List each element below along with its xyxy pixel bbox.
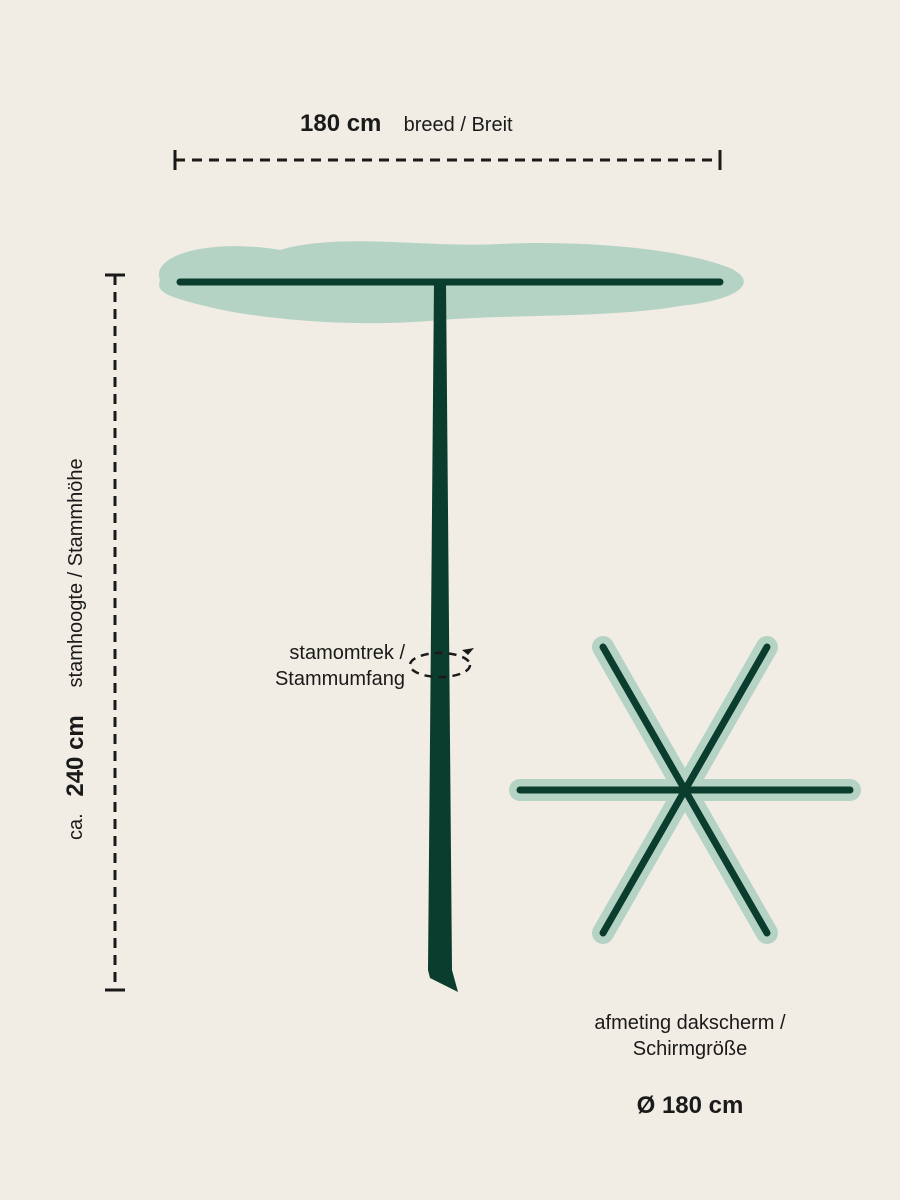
- trunk: [428, 282, 458, 992]
- circumference-line1: stamomtrek /: [289, 642, 405, 664]
- height-value: 240 cm: [62, 715, 89, 796]
- topview-diameter-value: Ø 180 cm: [637, 1092, 744, 1119]
- height-prefix: ca.: [65, 813, 87, 840]
- width-caption: breed / Breit: [404, 114, 513, 136]
- diagram-stage: 180 cm breed / Breit ca. 240 cm stamhoog…: [0, 0, 900, 1200]
- topview-caption: afmeting dakscherm / Schirmgröße: [540, 1010, 840, 1062]
- circumference-label: stamomtrek / Stammumfang: [225, 640, 405, 692]
- topview-star: [520, 647, 850, 933]
- width-value: 180 cm: [300, 110, 381, 137]
- topview-line2: Schirmgröße: [633, 1038, 747, 1060]
- topview-line1: afmeting dakscherm /: [594, 1012, 785, 1034]
- width-label: 180 cm breed / Breit: [300, 108, 700, 139]
- height-label: ca. 240 cm stamhoogte / Stammhöhe: [60, 400, 91, 840]
- height-caption: stamhoogte / Stammhöhe: [65, 458, 87, 687]
- height-dimension: [105, 275, 125, 990]
- width-dimension: [175, 150, 720, 170]
- circumference-line2: Stammumfang: [275, 668, 405, 690]
- tree-side-view: [159, 241, 744, 992]
- topview-diameter: Ø 180 cm: [540, 1090, 840, 1121]
